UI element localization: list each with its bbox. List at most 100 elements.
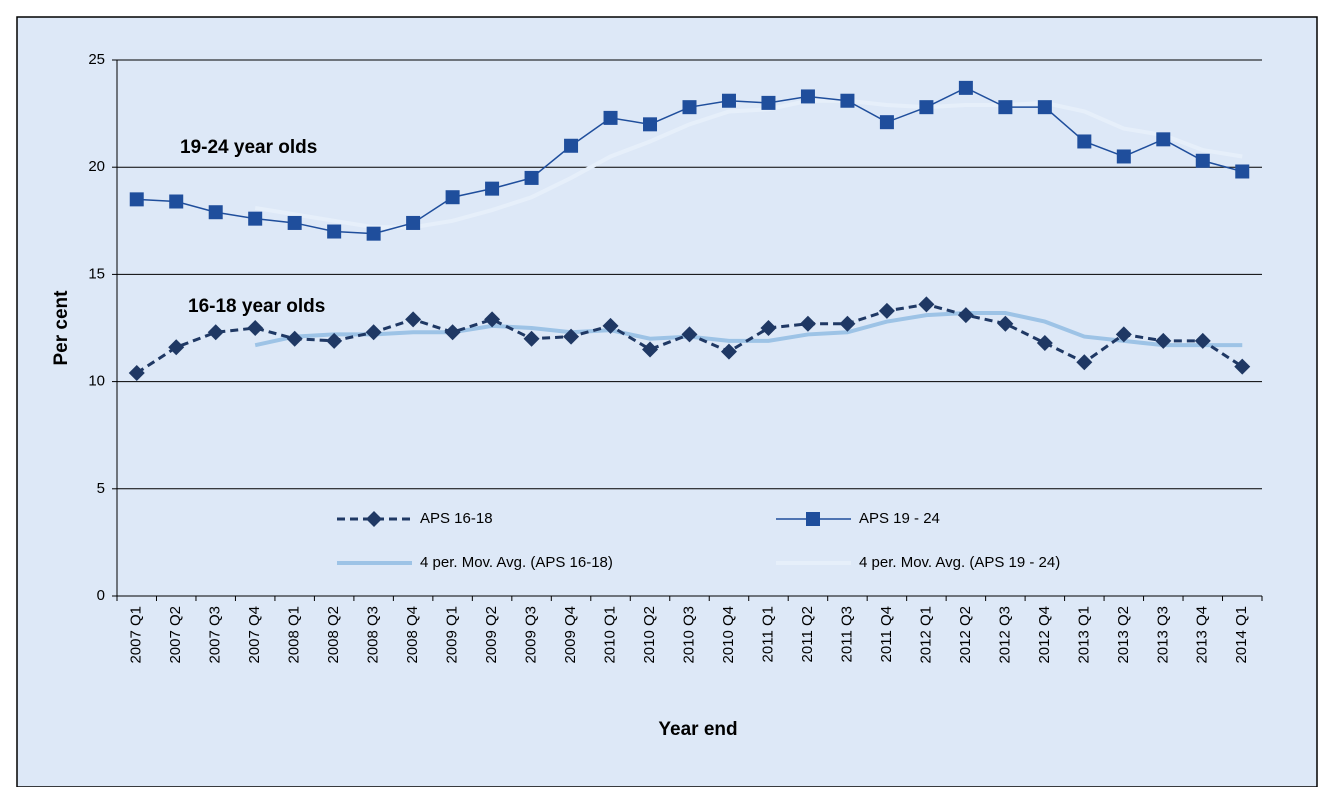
x-tick-label: 2012 Q3 [996,606,1013,664]
x-tick-label: 2007 Q3 [207,606,224,664]
data-point [602,317,619,334]
x-tick-label: 2010 Q1 [602,606,619,664]
data-point [642,341,659,358]
data-point [286,330,303,347]
data-point [681,326,698,343]
data-point [366,226,381,241]
data-point [761,95,776,110]
y-tick-label: 5 [97,480,105,497]
x-tick-label: 2013 Q3 [1154,606,1171,664]
x-tick-label: 2011 Q4 [878,606,895,662]
x-tick-label: 2008 Q3 [365,606,382,664]
legend-marker [806,512,820,526]
x-axis-title: Year end [658,719,737,740]
data-point [169,194,184,209]
x-tick-label: 2013 Q2 [1115,606,1132,664]
y-tick-label: 15 [88,265,105,282]
chart-background [16,16,1318,788]
data-point [1234,358,1251,375]
x-tick-label: 2011 Q1 [759,606,776,662]
x-tick-label: 2013 Q1 [1075,606,1092,664]
legend-label: 4 per. Mov. Avg. (APS 16-18) [420,554,613,571]
data-point [484,311,501,328]
data-point [365,324,382,341]
y-tick-label: 20 [88,158,105,175]
data-point [208,205,223,220]
data-point [998,100,1013,115]
data-point [247,320,264,336]
x-tick-label: 2009 Q1 [444,606,461,664]
x-tick-label: 2007 Q2 [167,606,184,664]
data-point [800,89,815,104]
data-point [879,115,894,130]
data-point [839,315,856,332]
data-point [524,170,539,185]
data-point [878,302,895,319]
x-tick-label: 2011 Q3 [838,606,855,662]
x-tick-label: 2010 Q2 [641,606,658,664]
x-tick-label: 2013 Q4 [1194,606,1211,664]
data-point [287,215,302,230]
data-point [444,324,461,341]
annotation: 19-24 year olds [180,137,317,158]
data-point [760,320,777,336]
data-point [1116,149,1131,164]
data-point [1036,335,1053,352]
x-tick-label: 2008 Q2 [325,606,342,664]
y-axis-title: Per cent [51,290,72,366]
x-tick-label: 2010 Q3 [680,606,697,664]
legend-marker [366,511,382,527]
x-tick-label: 2009 Q3 [523,606,540,664]
x-tick-label: 2012 Q4 [1036,606,1053,664]
x-tick-label: 2008 Q1 [286,606,303,664]
data-point [643,117,658,132]
data-point [1077,134,1092,149]
data-point [1195,153,1210,168]
data-point [248,211,263,226]
x-tick-label: 2007 Q1 [128,606,145,664]
data-point [1155,332,1172,349]
x-tick-label: 2007 Q4 [246,606,263,664]
data-point [1156,132,1171,147]
data-point [919,100,934,115]
x-tick-label: 2009 Q2 [483,606,500,664]
data-point [485,181,500,196]
data-point [682,100,697,115]
annotation: 16-18 year olds [188,296,325,317]
data-point [1115,326,1132,343]
x-tick-label: 2012 Q1 [917,606,934,664]
data-point [1235,164,1250,179]
legend-label: 4 per. Mov. Avg. (APS 19 - 24) [859,554,1060,571]
x-tick-label: 2012 Q2 [957,606,974,664]
data-point [405,311,422,328]
data-point [563,328,580,345]
y-tick-label: 0 [97,587,105,604]
data-point [603,110,618,125]
x-tick-label: 2008 Q4 [404,606,421,664]
x-tick-label: 2009 Q4 [562,606,579,664]
data-point [327,224,342,239]
data-point [840,93,855,108]
data-point [799,315,816,332]
data-point [128,365,145,382]
legend-label: APS 16-18 [420,510,493,527]
data-point [720,343,737,360]
data-point [207,324,224,341]
data-point [406,215,421,230]
data-point [564,138,579,153]
legend-label: APS 19 - 24 [859,510,940,527]
data-point [129,192,144,207]
data-point [445,190,460,205]
data-point [1194,332,1211,349]
data-point [1076,354,1093,371]
data-point [326,332,343,349]
data-point [997,315,1014,332]
data-point [523,330,540,347]
data-point [918,296,935,313]
x-tick-label: 2014 Q1 [1233,606,1250,664]
data-point [721,93,736,108]
y-tick-label: 25 [88,51,105,68]
x-tick-label: 2010 Q4 [720,606,737,664]
data-point [168,339,185,356]
